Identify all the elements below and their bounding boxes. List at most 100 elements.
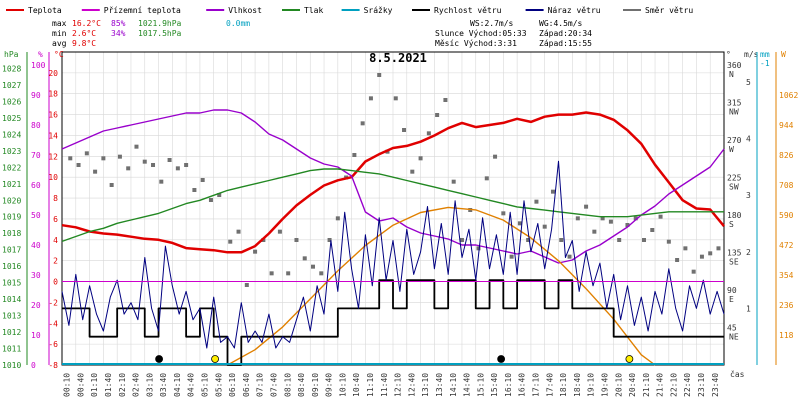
- direction-point: [625, 223, 630, 227]
- direction-point: [426, 131, 431, 136]
- direction-point: [550, 189, 555, 194]
- dir-tick: 270: [727, 136, 742, 145]
- x-tick-label: 11:10: [366, 373, 375, 397]
- direction-point: [377, 73, 382, 77]
- direction-point: [151, 163, 156, 167]
- x-tick-label: 21:10: [642, 373, 651, 397]
- c-tick: 4: [53, 236, 58, 245]
- x-tick-label: 09:40: [325, 373, 334, 397]
- direction-point: [650, 228, 655, 232]
- x-tick-label: 04:10: [173, 373, 182, 397]
- hpa-tick: 1017: [2, 246, 21, 255]
- hpa-tick: 1026: [2, 97, 21, 106]
- direction-point: [134, 144, 139, 149]
- direction-point: [410, 169, 415, 174]
- direction-point: [253, 249, 258, 254]
- legend-label: Směr větru: [645, 6, 693, 15]
- direction-point: [633, 216, 638, 221]
- x-tick-label: 16:40: [518, 373, 527, 397]
- w-tick: 944: [779, 121, 794, 130]
- w-tick: 236: [779, 301, 794, 310]
- hpa-tick: 1021: [2, 180, 21, 189]
- c-tick: 10: [48, 173, 58, 182]
- hpa-tick: 1020: [2, 196, 21, 205]
- direction-point: [617, 238, 622, 242]
- x-tick-label: 09:10: [311, 373, 320, 397]
- x-tick-label: 05:10: [201, 373, 210, 397]
- direction-point: [184, 163, 189, 167]
- direction-point: [451, 179, 456, 184]
- dir-name: E: [729, 295, 734, 304]
- direction-point: [311, 264, 316, 269]
- series-teplota: [61, 111, 725, 254]
- x-tick-label: 14:10: [449, 373, 458, 397]
- mm-unit: mm: [760, 50, 770, 59]
- direction-point: [277, 229, 282, 234]
- direction-point: [217, 193, 222, 197]
- direction-point: [286, 271, 291, 276]
- direction-point: [493, 154, 498, 159]
- stat-avg-temp: 9.8°C: [72, 39, 96, 48]
- stat-avg-label: avg: [52, 39, 67, 48]
- direction-point: [368, 96, 373, 101]
- x-tick-label: 03:40: [159, 373, 168, 397]
- series-slunce: [227, 206, 656, 366]
- direction-point: [435, 113, 440, 117]
- grid: [61, 51, 725, 366]
- w-unit: W: [781, 50, 786, 59]
- x-tick-label: 00:10: [63, 373, 72, 397]
- c-tick: 14: [48, 131, 58, 140]
- x-tick-label: 04:40: [187, 373, 196, 397]
- x-tick-label: 03:10: [145, 373, 154, 397]
- hpa-tick: 1011: [2, 345, 21, 354]
- direction-point: [76, 163, 81, 167]
- direction-point: [542, 224, 547, 229]
- direction-point: [699, 254, 704, 259]
- hpa-tick: 1025: [2, 114, 21, 123]
- dir-name: NE: [729, 333, 739, 342]
- x-tick-label: 18:40: [573, 373, 582, 397]
- pct-tick: 100: [31, 61, 46, 70]
- stat-max-hum: 85%: [111, 19, 126, 28]
- hpa-tick: 1014: [2, 295, 21, 304]
- x-tick-label: 22:40: [683, 373, 692, 397]
- c-tick: 20: [48, 69, 58, 78]
- x-tick-label: 06:40: [242, 373, 251, 397]
- stat-moon: Měsíc Východ:3:31: [435, 39, 517, 48]
- stat-wg: WG:4.5m/s: [539, 19, 583, 28]
- stat-sun: Slunce Východ:05:33: [435, 29, 527, 38]
- x-tick-label: 08:40: [297, 373, 306, 397]
- x-tick-label: 17:10: [532, 373, 541, 397]
- hpa-tick: 1015: [2, 279, 21, 288]
- direction-point: [402, 128, 407, 132]
- w-tick: 1062: [779, 91, 798, 100]
- direction-point: [360, 121, 365, 126]
- direction-point: [335, 216, 340, 221]
- direction-point: [658, 214, 663, 219]
- stat-max-label: max: [52, 19, 67, 28]
- dir-tick: 45: [727, 324, 737, 333]
- x-tick-label: 15:10: [476, 373, 485, 397]
- x-tick-label: 07:40: [269, 373, 278, 397]
- direction-point: [101, 156, 106, 161]
- legend-label: Tlak: [304, 6, 323, 15]
- chart-title: 8.5.2021: [369, 51, 427, 65]
- dir-tick: 315: [727, 99, 742, 108]
- pct-tick: 60: [31, 181, 41, 190]
- series-tlak: [61, 168, 724, 243]
- x-tick-label: 10:40: [352, 373, 361, 397]
- c-tick: 18: [48, 90, 58, 99]
- direction-point: [691, 269, 696, 274]
- direction-point: [84, 151, 89, 156]
- dir-tick: 360: [727, 61, 742, 70]
- axes-layer: 00:10 00:40 01:10 01:40 02:10 02:40 03:10 03:40…: [2, 50, 798, 397]
- stat-sun-set: Západ:20:34: [539, 29, 592, 38]
- dir-tick: 135: [727, 249, 742, 258]
- hpa-unit: hPa: [4, 50, 19, 59]
- stat-min-temp: 2.6°C: [72, 29, 96, 38]
- direction-point: [393, 96, 398, 101]
- ms-tick: 3: [746, 191, 751, 200]
- mm-tick: -1: [760, 59, 770, 68]
- x-tick-label: 15:40: [490, 373, 499, 397]
